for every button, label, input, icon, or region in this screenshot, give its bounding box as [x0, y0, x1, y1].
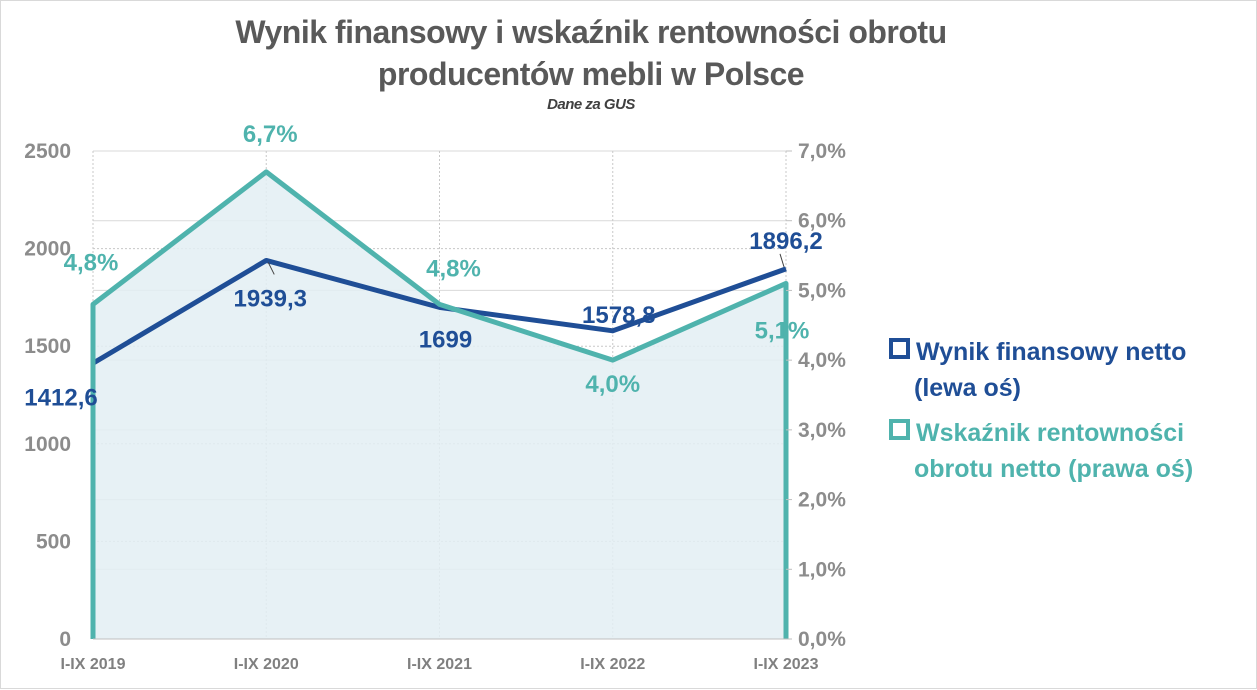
- data-label-rentownosc: 5,1%: [755, 317, 810, 344]
- legend-item-rentownosc: Wskaźnik rentowności obrotu netto (prawa…: [889, 415, 1193, 487]
- chart-title: Wynik finansowy i wskaźnik rentowności o…: [111, 11, 1071, 95]
- y-left-tick-label: 0: [59, 628, 71, 651]
- y-right-tick-label: 6,0%: [798, 210, 846, 233]
- y-left-tick-label: 2000: [24, 238, 71, 261]
- y-right-tick-label: 7,0%: [798, 140, 846, 163]
- legend-label-rentownosc-1: Wskaźnik rentowności: [916, 419, 1185, 447]
- chart-subtitle: Dane za GUS: [547, 96, 635, 113]
- label-leader-line: [267, 262, 275, 275]
- series-rentownosc-area: [93, 171, 786, 639]
- x-tick-label: I-IX 2021: [407, 656, 472, 673]
- y-left-tick-label: 1000: [24, 433, 71, 456]
- y-right-tick-label: 4,0%: [798, 349, 846, 372]
- y-left-tick-label: 2500: [24, 140, 71, 163]
- data-label-wynik: 1699: [419, 326, 472, 353]
- legend-label-wynik-1: Wynik finansowy netto: [916, 338, 1187, 366]
- legend-label-wynik-2: (lewa oś): [914, 374, 1021, 402]
- x-tick-label: I-IX 2023: [754, 656, 819, 673]
- label-leader-line: [779, 253, 785, 268]
- data-label-rentownosc: 6,7%: [243, 121, 298, 148]
- data-label-rentownosc: 4,8%: [64, 249, 119, 276]
- y-right-tick-label: 1,0%: [798, 558, 846, 581]
- y-left-tick-label: 500: [36, 530, 71, 553]
- data-label-rentownosc: 4,8%: [426, 255, 481, 282]
- y-left-tick-label: 1500: [24, 335, 71, 358]
- chart-title-line-1: Wynik finansowy i wskaźnik rentowności o…: [235, 14, 947, 50]
- legend-item-wynik: Wynik finansowy netto (lewa oś): [889, 334, 1186, 406]
- data-label-rentownosc: 4,0%: [585, 371, 640, 398]
- data-label-wynik: 1578,8: [582, 302, 655, 329]
- data-label-wynik: 1896,2: [749, 228, 822, 255]
- x-tick-label: I-IX 2019: [61, 656, 126, 673]
- y-right-tick-label: 2,0%: [798, 489, 846, 512]
- data-label-wynik: 1412,6: [24, 384, 97, 411]
- legend-swatch-rentownosc: [889, 419, 910, 440]
- x-tick-label: I-IX 2022: [580, 656, 645, 673]
- y-right-tick-label: 5,0%: [798, 279, 846, 302]
- legend-label-rentownosc-2: obrotu netto (prawa oś): [914, 455, 1194, 483]
- series-wynik-line: [91, 257, 787, 366]
- y-right-tick-label: 0,0%: [798, 628, 846, 651]
- y-right-tick-label: 3,0%: [798, 419, 846, 442]
- legend-swatch-wynik: [889, 338, 910, 359]
- chart-title-line-2: producentów mebli w Polsce: [377, 56, 805, 92]
- x-tick-label: I-IX 2020: [234, 656, 299, 673]
- series-rentownosc-line: [90, 169, 789, 639]
- data-label-wynik: 1939,3: [234, 285, 307, 312]
